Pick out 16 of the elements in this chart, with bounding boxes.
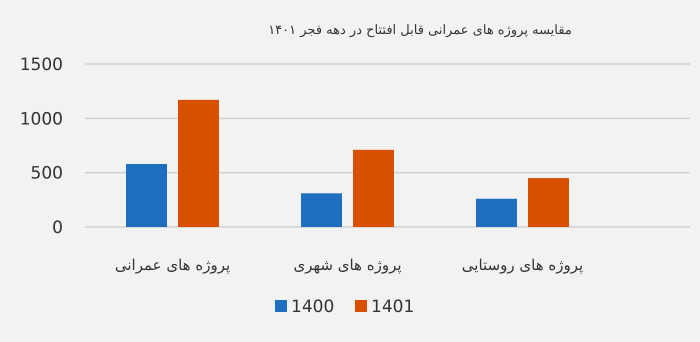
bar [528, 178, 569, 227]
chart-title: مقایسه پروژه های عمرانی قابل افتتاح در دهه فجر ۱۴۰۱ [268, 23, 572, 38]
y-tick-label: 0 [52, 218, 63, 238]
bar [476, 198, 517, 227]
bar [353, 150, 394, 227]
x-tick-label: پروژه های شهری [293, 256, 402, 274]
y-tick-label: 500 [30, 164, 63, 184]
y-tick-label: 1000 [20, 109, 63, 130]
x-tick-label: پروژه های روستایی [462, 256, 584, 274]
bar [126, 164, 167, 227]
bar [178, 100, 219, 227]
legend-label: 1401 [371, 297, 414, 317]
y-tick-label: 1500 [20, 55, 63, 75]
legend-label: 1400 [291, 297, 334, 317]
bar [301, 193, 342, 227]
x-tick-label: پروژه های عمرانی [114, 256, 230, 274]
